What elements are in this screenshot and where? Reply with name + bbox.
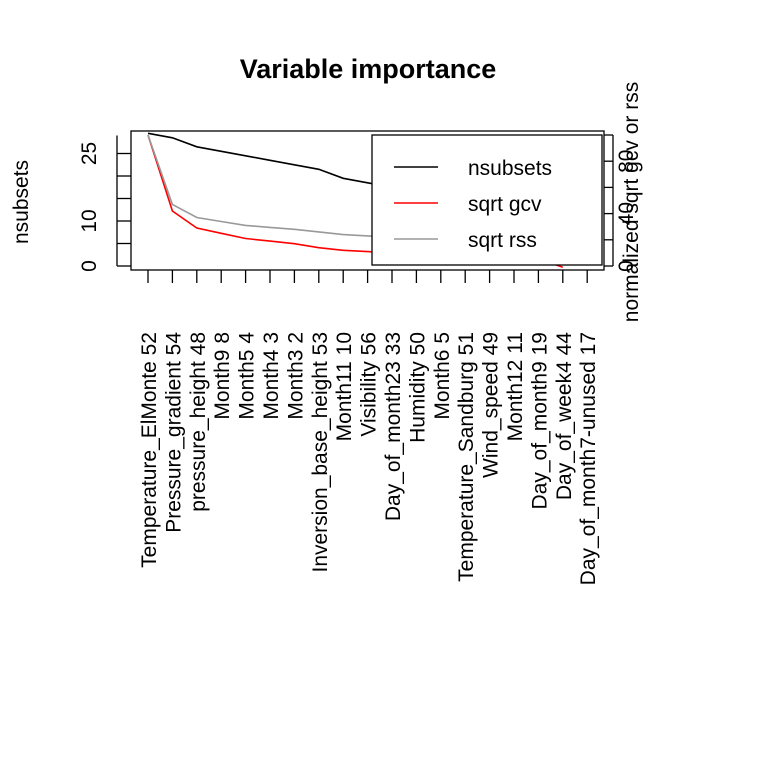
x-tick-label: Month12 11 (504, 332, 527, 441)
x-tick-label: Month3 2 (284, 332, 307, 420)
legend-box (371, 134, 603, 266)
right-y-tick-label: 40 (615, 202, 638, 225)
x-tick-label: Wind_speed 49 (480, 332, 503, 478)
x-tick-label: Day_of_month9 19 (528, 332, 551, 509)
x-tick-label: Pressure_gradient 54 (162, 332, 185, 533)
y-axis-label: nsubsets (10, 160, 33, 244)
y-tick-label: 10 (78, 209, 101, 232)
x-tick-label: Month9 8 (211, 332, 234, 420)
x-tick-label: Day_of_week4 44 (553, 332, 576, 500)
x-tick-label: Temperature_ElMonte 52 (138, 332, 161, 568)
x-tick-label: Day_of_month7-unused 17 (577, 332, 600, 585)
legend: nsubsets sqrt gcv sqrt rss (371, 134, 603, 266)
x-tick-label: Month5 4 (236, 332, 259, 420)
right-y-tick-label: 0 (615, 260, 638, 272)
x-tick-label: Temperature_Sandburg 51 (455, 332, 478, 582)
x-tick-label: Day_of_month23 33 (382, 332, 405, 521)
x-tick-label: Month11 10 (333, 332, 356, 441)
chart-title: Variable importance (240, 54, 497, 84)
x-tick-label: pressure_height 48 (187, 332, 210, 512)
legend-label: sqrt gcv (468, 193, 542, 216)
legend-label: nsubsets (468, 157, 552, 180)
y-tick-label: 0 (78, 260, 101, 272)
right-y-axis-label: normalized sqrt gcv or rss (620, 82, 643, 322)
x-tick-label: Humidity 50 (406, 332, 429, 443)
x-tick-label: Month4 3 (260, 332, 283, 420)
y-tick-label: 25 (78, 142, 101, 165)
plot-area: 0 10 25 0 40 80 Temperature_ElMonte 52 Pressure… (78, 130, 638, 585)
right-y-tick-label: 80 (615, 150, 638, 173)
x-tick-label: Inversion_base_height 53 (309, 332, 332, 573)
x-tick-label: Visibility 56 (358, 332, 381, 437)
x-tick-label: Month6 5 (431, 332, 454, 420)
legend-label: sqrt rss (468, 229, 537, 252)
